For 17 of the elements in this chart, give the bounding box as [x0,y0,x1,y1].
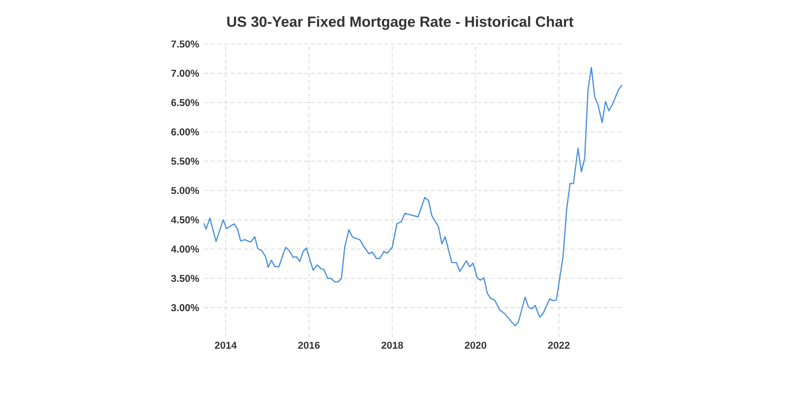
y-tick-label: 6.50% [171,99,200,106]
y-tick-label: 6.00% [171,128,200,136]
y-tick-label: 5.50% [171,158,200,165]
y-tick-label: 3.00% [171,304,200,312]
line-series [203,66,623,326]
y-tick-label: 4.00% [171,246,200,253]
y-tick-label: 7.50% [171,40,200,48]
x-tick-label: 2018 [381,342,404,349]
y-tick-label: 7.00% [171,70,200,77]
y-tick-label: 5.00% [171,186,200,194]
y-tick-label: 4.50% [171,216,200,224]
x-tick-label: 2014 [214,342,237,349]
y-tick-label: 3.50% [171,274,200,282]
x-tick-label: 2016 [298,342,320,349]
chart-title: US 30-Year Fixed Mortgage Rate - Historical Chart [227,16,574,30]
x-tick-label: 2022 [548,342,570,349]
x-tick-label: 2020 [464,342,486,349]
